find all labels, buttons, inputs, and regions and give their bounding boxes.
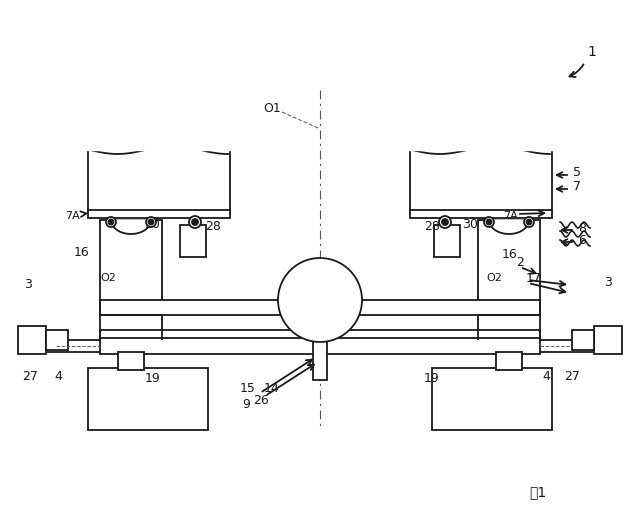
Bar: [180, 225, 206, 257]
Bar: [88, 210, 230, 218]
Circle shape: [109, 220, 113, 225]
Circle shape: [484, 217, 494, 227]
Bar: [434, 225, 460, 257]
Text: 19: 19: [145, 372, 161, 385]
Text: 3: 3: [604, 276, 612, 288]
Circle shape: [486, 220, 492, 225]
Bar: [313, 340, 327, 380]
Bar: [410, 145, 552, 213]
Bar: [410, 210, 552, 218]
Bar: [18, 326, 46, 354]
Bar: [100, 220, 162, 302]
Text: 2: 2: [516, 257, 524, 269]
Text: 5: 5: [573, 165, 581, 179]
Bar: [28, 340, 612, 352]
Bar: [88, 368, 208, 430]
Polygon shape: [111, 220, 151, 234]
Text: 8: 8: [578, 221, 586, 235]
Text: 19: 19: [424, 372, 440, 385]
Text: O1: O1: [263, 102, 281, 114]
Text: 6: 6: [578, 233, 586, 247]
Text: 30: 30: [144, 218, 160, 230]
Text: 3: 3: [24, 278, 32, 290]
Circle shape: [527, 220, 531, 225]
Bar: [118, 352, 144, 370]
Text: 28: 28: [205, 220, 221, 232]
Circle shape: [524, 217, 534, 227]
Text: 28: 28: [424, 220, 440, 232]
Text: 9: 9: [242, 397, 250, 411]
Circle shape: [442, 219, 448, 225]
Circle shape: [278, 258, 362, 342]
Bar: [432, 368, 552, 430]
Bar: [478, 220, 540, 302]
Text: 図1: 図1: [529, 485, 547, 499]
Text: 7: 7: [573, 180, 581, 192]
Text: 16: 16: [502, 248, 518, 260]
Text: 1: 1: [588, 45, 596, 59]
Text: 17: 17: [526, 271, 542, 285]
Bar: [496, 352, 522, 370]
Text: 30: 30: [462, 218, 478, 230]
Bar: [594, 326, 622, 354]
Text: 27: 27: [564, 369, 580, 383]
Bar: [100, 338, 540, 354]
Circle shape: [189, 216, 201, 228]
Bar: [572, 330, 594, 350]
Bar: [88, 145, 230, 213]
Bar: [100, 330, 540, 345]
Text: 7A: 7A: [65, 211, 79, 221]
Text: 27: 27: [22, 369, 38, 383]
Text: O2: O2: [486, 273, 502, 283]
Circle shape: [148, 220, 154, 225]
Circle shape: [106, 217, 116, 227]
Text: 4: 4: [542, 369, 550, 383]
Bar: [46, 330, 68, 350]
Text: 14: 14: [264, 382, 280, 395]
Text: 7A: 7A: [502, 211, 517, 221]
Circle shape: [439, 216, 451, 228]
Circle shape: [192, 219, 198, 225]
Text: 15: 15: [240, 382, 256, 395]
Circle shape: [146, 217, 156, 227]
Text: 4: 4: [54, 369, 62, 383]
Bar: [100, 300, 540, 315]
Text: O2: O2: [100, 273, 116, 283]
Text: 26: 26: [253, 394, 269, 406]
Text: 16: 16: [74, 246, 90, 259]
Polygon shape: [489, 220, 529, 234]
